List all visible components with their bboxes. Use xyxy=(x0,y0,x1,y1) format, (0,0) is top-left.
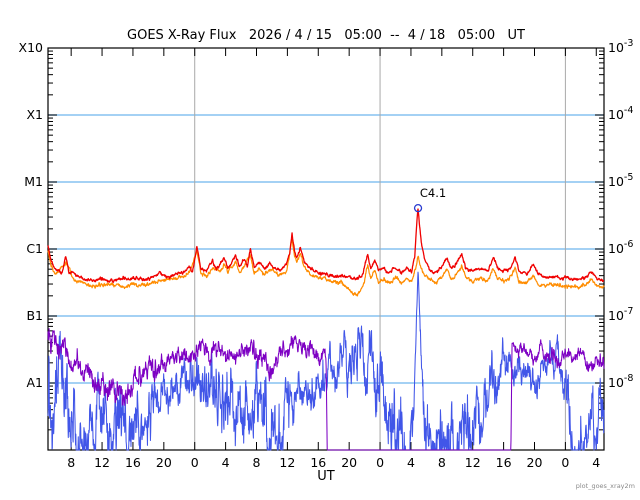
series-short-wave-purple xyxy=(47,328,605,451)
y-right-label: 10-5 xyxy=(608,172,633,189)
x-tick-label: 12 xyxy=(279,455,295,470)
x-tick-label: 16 xyxy=(496,455,512,470)
x-tick-label: 20 xyxy=(527,455,543,470)
flare-label: C4.1 xyxy=(420,186,446,200)
flare-peak-marker xyxy=(413,203,423,213)
x-tick-label: 4 xyxy=(222,455,230,470)
x-tick-label: 20 xyxy=(156,455,172,470)
chart-title: GOES X-Ray Flux 2026 / 4 / 15 05:00 -- 4… xyxy=(127,28,525,43)
x-tick-label: 4 xyxy=(592,455,600,470)
x-tick-label: 4 xyxy=(407,455,415,470)
y-left-label: A1 xyxy=(26,375,43,390)
x-tick-label: 8 xyxy=(253,455,261,470)
series-long-wave-orange xyxy=(47,239,605,297)
x-tick-label: 0 xyxy=(561,455,569,470)
y-right-label: 10-4 xyxy=(608,105,633,122)
y-left-label: X1 xyxy=(26,107,43,122)
x-tick-label: 20 xyxy=(341,455,357,470)
x-tick-label: 0 xyxy=(376,455,384,470)
x-tick-label: 12 xyxy=(94,455,110,470)
x-tick-label: 8 xyxy=(438,455,446,470)
y-left-labels: X10 X1 M1 C1 B1 A1 xyxy=(19,40,44,390)
series-long-wave-red xyxy=(47,208,605,283)
x-tick-label: 16 xyxy=(125,455,141,470)
x-tick-label: 16 xyxy=(310,455,326,470)
y-right-label: 10-8 xyxy=(608,373,633,390)
y-left-label: C1 xyxy=(26,241,43,256)
axis-ticks xyxy=(48,48,604,450)
x-tick-labels: 8 12 16 20 0 4 8 12 16 20 0 4 8 12 16 20 0 4 xyxy=(67,455,600,470)
watermark-text: plot_goes_xray2m xyxy=(575,482,635,490)
x-axis-label: UT xyxy=(317,469,335,484)
x-tick-label: 0 xyxy=(191,455,199,470)
y-right-label: 10-3 xyxy=(608,38,633,55)
y-left-label: M1 xyxy=(24,174,43,189)
x-tick-label: 8 xyxy=(67,455,75,470)
y-left-label: X10 xyxy=(19,40,44,55)
y-right-labels: 10-3 10-4 10-5 10-6 10-7 10-8 xyxy=(608,38,633,390)
y-right-label: 10-7 xyxy=(608,306,633,323)
y-left-label: B1 xyxy=(26,308,43,323)
x-tick-label: 12 xyxy=(465,455,481,470)
y-right-label: 10-6 xyxy=(608,239,633,256)
